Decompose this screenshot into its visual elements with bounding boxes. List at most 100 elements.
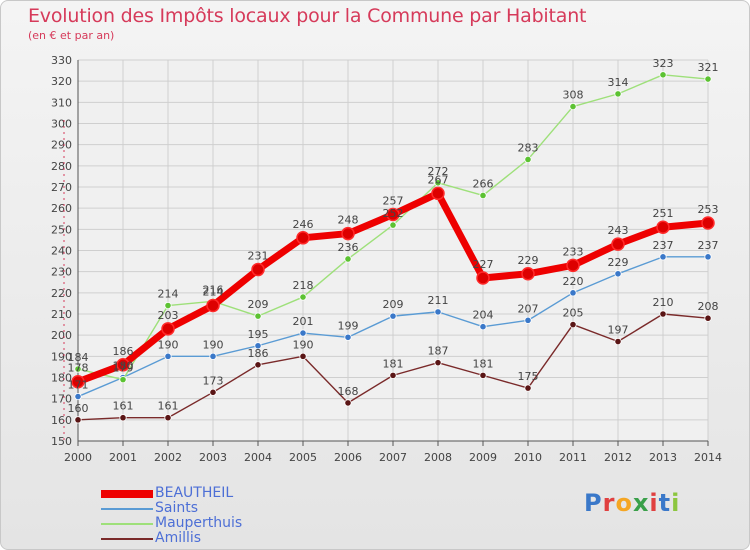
data-point (524, 316, 532, 324)
legend-swatch (101, 538, 153, 540)
data-label: 252 (383, 207, 404, 220)
data-label: 178 (68, 362, 89, 375)
data-point (344, 255, 352, 263)
data-label: 180 (113, 360, 134, 373)
data-point (431, 186, 445, 201)
data-label: 216 (203, 283, 224, 296)
data-label: 236 (338, 241, 359, 254)
y-tick-label: 260 (51, 202, 72, 215)
data-point (341, 226, 355, 241)
data-label: 161 (158, 400, 179, 413)
data-label: 214 (158, 288, 179, 301)
data-point (704, 75, 712, 83)
y-tick-label: 160 (51, 414, 72, 427)
data-point (614, 337, 622, 346)
x-tick-label: 2009 (469, 451, 497, 464)
data-label: 283 (518, 141, 539, 154)
x-tick-label: 2012 (604, 451, 632, 464)
data-point (521, 267, 535, 281)
data-label: 209 (383, 298, 404, 311)
y-tick-label: 280 (51, 160, 72, 173)
data-label: 186 (113, 345, 134, 358)
data-point (119, 376, 127, 384)
logo-letter: r (602, 489, 616, 517)
x-tick-label: 2013 (649, 451, 677, 464)
data-point (164, 352, 172, 360)
data-label: 253 (698, 203, 719, 216)
legend-label: Amillis (155, 530, 202, 546)
data-point (479, 323, 487, 331)
data-point (389, 221, 397, 229)
data-label: 210 (653, 296, 674, 309)
data-point (299, 293, 307, 301)
data-point (434, 179, 442, 187)
legend-swatch (101, 490, 153, 498)
data-label: 205 (563, 307, 584, 320)
data-point (209, 352, 217, 360)
proxiti-logo: Proxiti (584, 489, 680, 517)
data-label: 168 (338, 385, 359, 398)
y-tick-label: 200 (51, 329, 72, 342)
y-tick-label: 310 (51, 96, 72, 109)
x-tick-label: 2014 (694, 451, 722, 464)
x-tick-label: 2000 (64, 451, 92, 464)
data-point (74, 392, 82, 401)
data-point (479, 371, 487, 379)
data-label: 187 (428, 345, 449, 358)
data-point (299, 329, 307, 337)
data-point (524, 384, 532, 392)
data-label: 214 (203, 286, 224, 299)
y-tick-label: 290 (51, 139, 72, 152)
y-tick-label: 330 (51, 54, 72, 67)
data-label: 218 (293, 279, 314, 292)
data-label: 171 (68, 379, 89, 392)
data-label: 184 (68, 351, 89, 364)
data-label: 181 (473, 357, 494, 370)
data-label: 266 (473, 177, 494, 190)
legend-label: Saints (155, 500, 199, 516)
data-point (206, 298, 220, 313)
x-tick-label: 2004 (244, 451, 272, 464)
data-label: 211 (428, 294, 449, 307)
logo-letter: P (584, 489, 603, 517)
data-label: 207 (518, 302, 539, 315)
y-tick-label: 240 (51, 245, 72, 258)
data-point (659, 310, 667, 318)
chart-subtitle: (en € et par an) (28, 29, 115, 42)
data-label: 246 (293, 218, 314, 231)
data-label: 231 (248, 250, 269, 263)
data-point (344, 399, 352, 407)
data-label: 190 (203, 338, 224, 351)
data-point (251, 262, 265, 277)
data-label: 179 (113, 362, 134, 375)
data-point (254, 361, 262, 369)
data-point (389, 312, 397, 320)
data-label: 257 (383, 195, 404, 208)
x-tick-label: 2006 (334, 451, 362, 464)
x-tick-label: 2008 (424, 451, 452, 464)
data-label: 248 (338, 214, 359, 227)
logo-letter: i (649, 489, 659, 517)
data-label: 229 (518, 254, 539, 267)
data-point (434, 359, 442, 367)
data-label: 237 (653, 239, 674, 252)
data-label: 190 (293, 338, 314, 351)
data-label: 233 (563, 245, 584, 258)
data-point (74, 365, 82, 373)
data-label: 199 (338, 319, 359, 332)
x-tick-label: 2007 (379, 451, 407, 464)
data-label: 201 (293, 315, 314, 328)
data-label: 173 (203, 374, 224, 387)
data-label: 175 (518, 370, 539, 383)
data-point (299, 352, 307, 360)
x-tick-label: 2005 (289, 451, 317, 464)
data-point (704, 314, 712, 322)
logo-letter: i (671, 489, 681, 517)
data-point (344, 333, 352, 341)
data-label: 227 (473, 258, 494, 271)
y-tick-label: 180 (51, 372, 72, 385)
y-tick-label: 190 (51, 350, 72, 363)
data-point (71, 374, 85, 389)
